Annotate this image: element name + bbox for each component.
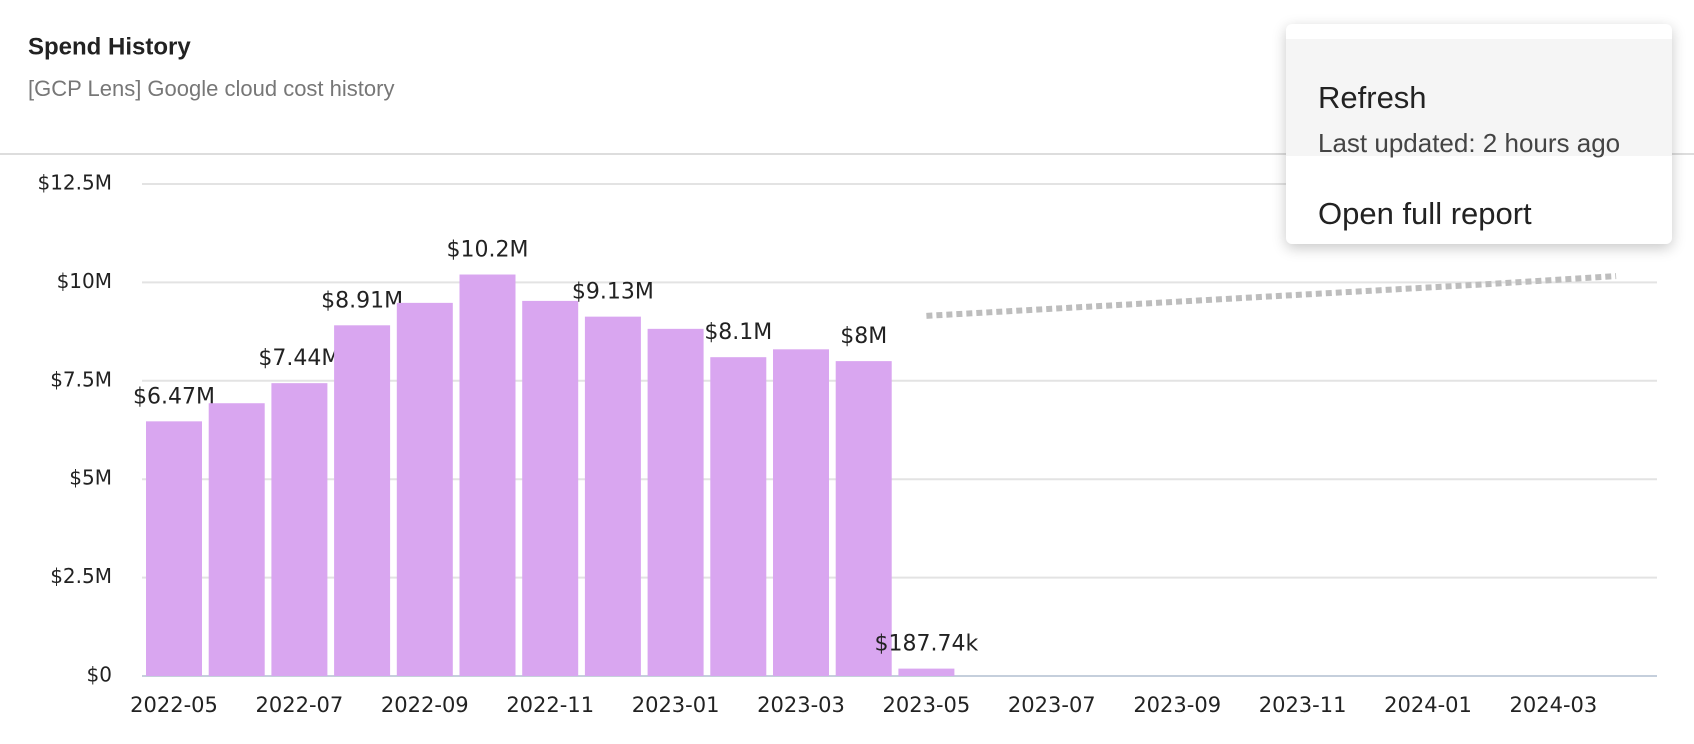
bar bbox=[835, 361, 892, 676]
bar bbox=[271, 383, 328, 676]
x-tick-label: 2022-09 bbox=[381, 693, 469, 717]
menu-detail: Last updated: 2 hours ago bbox=[1318, 128, 1621, 158]
data-label: $10.2M bbox=[447, 238, 529, 263]
x-tick-label: 2024-03 bbox=[1510, 693, 1598, 717]
x-tick-label: 2023-09 bbox=[1133, 693, 1221, 717]
bar bbox=[522, 300, 579, 676]
x-tick-label: 2022-07 bbox=[256, 693, 344, 717]
x-tick-label: 2022-11 bbox=[506, 693, 594, 717]
bar bbox=[459, 274, 516, 676]
bar bbox=[710, 357, 767, 676]
x-tick-label: 2023-05 bbox=[883, 693, 971, 717]
x-tick-label: 2024-01 bbox=[1384, 693, 1472, 717]
y-tick-label: $2.5M bbox=[50, 564, 112, 588]
card-title: Spend History bbox=[28, 33, 191, 60]
bar bbox=[396, 302, 453, 676]
y-tick-label: $0 bbox=[87, 663, 112, 687]
menu-label[interactable]: Open full report bbox=[1318, 196, 1532, 231]
data-label: $8M bbox=[840, 324, 887, 349]
bar bbox=[647, 328, 704, 676]
y-tick-label: $10M bbox=[57, 269, 112, 293]
menu-item-refresh[interactable] bbox=[1286, 39, 1672, 156]
y-tick-label: $5M bbox=[69, 466, 112, 490]
bar bbox=[208, 403, 265, 676]
menu-label[interactable]: Refresh bbox=[1318, 80, 1427, 115]
x-tick-label: 2023-03 bbox=[757, 693, 845, 717]
x-tick-label: 2022-05 bbox=[130, 693, 218, 717]
data-label: $187.74k bbox=[875, 632, 979, 657]
x-tick-label: 2023-11 bbox=[1259, 693, 1347, 717]
x-tick-label: 2023-01 bbox=[632, 693, 720, 717]
bar bbox=[146, 421, 202, 676]
card-subtitle: [GCP Lens] Google cloud cost history bbox=[28, 76, 394, 101]
data-label: $7.44M bbox=[258, 346, 340, 371]
bar bbox=[584, 316, 641, 676]
bar bbox=[898, 668, 955, 676]
bar bbox=[773, 349, 829, 676]
data-label: $8.1M bbox=[704, 320, 772, 345]
y-tick-label: $7.5M bbox=[50, 367, 112, 391]
data-label: $8.91M bbox=[321, 288, 403, 313]
bar bbox=[334, 325, 391, 676]
y-tick-label: $12.5M bbox=[37, 171, 112, 195]
x-tick-label: 2023-07 bbox=[1008, 693, 1096, 717]
menu: Refresh Last updated: 2 hours ago Open f… bbox=[1286, 24, 1672, 244]
data-label: $6.47M bbox=[133, 384, 215, 409]
data-label: $9.13M bbox=[572, 280, 654, 305]
forecast-line bbox=[926, 273, 1617, 319]
